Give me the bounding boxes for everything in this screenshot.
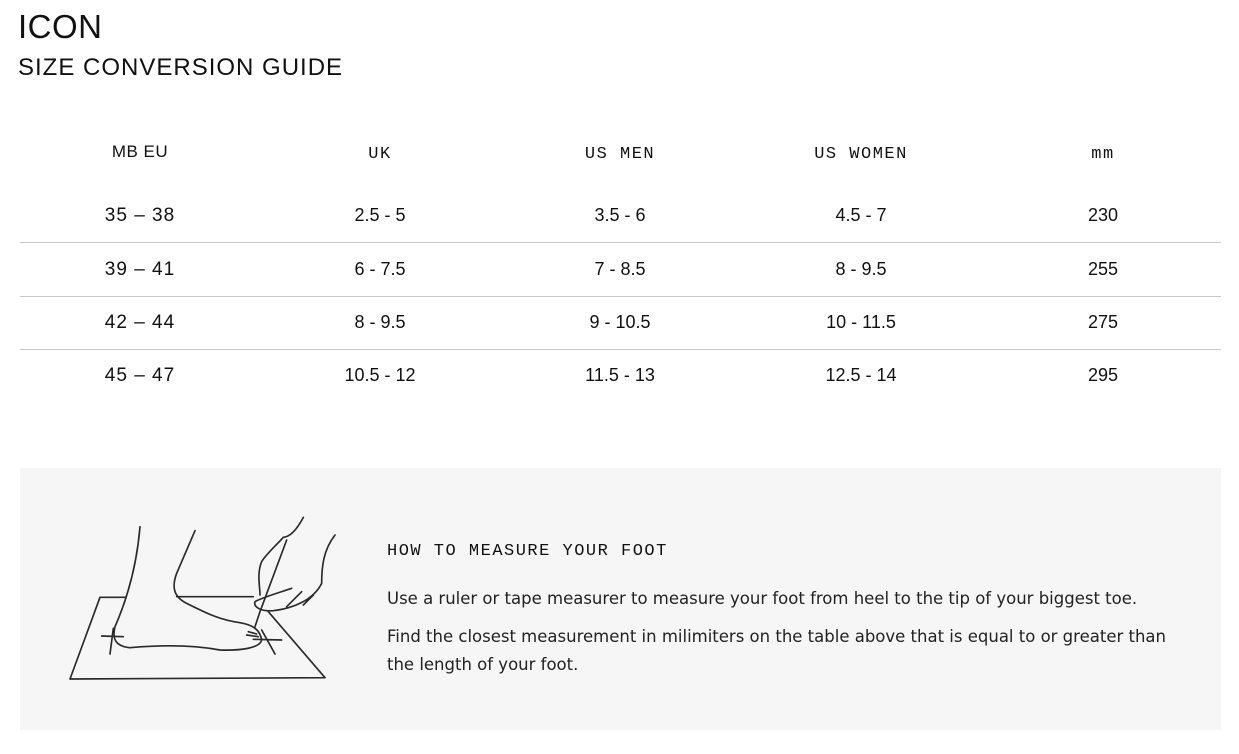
table-cell: 35 – 38 <box>104 205 176 226</box>
measure-instruction-1: Use a ruler or tape measurer to measure … <box>387 589 1138 608</box>
table-cell: 11.5 - 13 <box>585 365 655 385</box>
table-cell: 3.5 - 6 <box>594 205 646 225</box>
column-header: UK <box>368 145 392 164</box>
table-cell: 9 - 10.5 <box>589 312 651 332</box>
table-cell: 8 - 9.5 <box>835 259 887 279</box>
table-cell: 10 - 11.5 <box>826 312 896 332</box>
measure-panel <box>20 468 1221 730</box>
measure-instruction-2: Find the closest measurement in milimite… <box>387 627 1166 674</box>
table-cell: 39 – 41 <box>104 259 176 280</box>
brand-title: ICON <box>18 8 103 45</box>
table-cell: 42 – 44 <box>104 312 176 333</box>
column-header: mm <box>1091 145 1115 164</box>
page-title: SIZE CONVERSION GUIDE <box>18 54 344 81</box>
column-header: US MEN <box>584 145 656 164</box>
column-header: MB EU <box>111 142 169 161</box>
table-cell: 10.5 - 12 <box>344 365 416 385</box>
table-cell: 7 - 8.5 <box>594 259 646 279</box>
row-divider <box>20 349 1221 350</box>
table-cell: 45 – 47 <box>104 365 176 386</box>
row-divider <box>20 296 1221 297</box>
column-header: US WOMEN <box>814 145 908 164</box>
table-cell: 230 <box>1087 205 1119 225</box>
table-cell: 2.5 - 5 <box>354 205 406 225</box>
table-cell: 8 - 9.5 <box>354 312 406 332</box>
table-cell: 6 - 7.5 <box>354 259 406 279</box>
row-divider <box>20 242 1221 243</box>
foot-measure-illustration-icon <box>69 516 336 680</box>
table-cell: 12.5 - 14 <box>825 365 897 385</box>
table-cell: 255 <box>1087 259 1119 279</box>
table-cell: 295 <box>1087 365 1119 385</box>
table-cell: 275 <box>1087 312 1119 332</box>
table-cell: 4.5 - 7 <box>835 205 887 225</box>
measure-title: HOW TO MEASURE YOUR FOOT <box>387 542 668 561</box>
